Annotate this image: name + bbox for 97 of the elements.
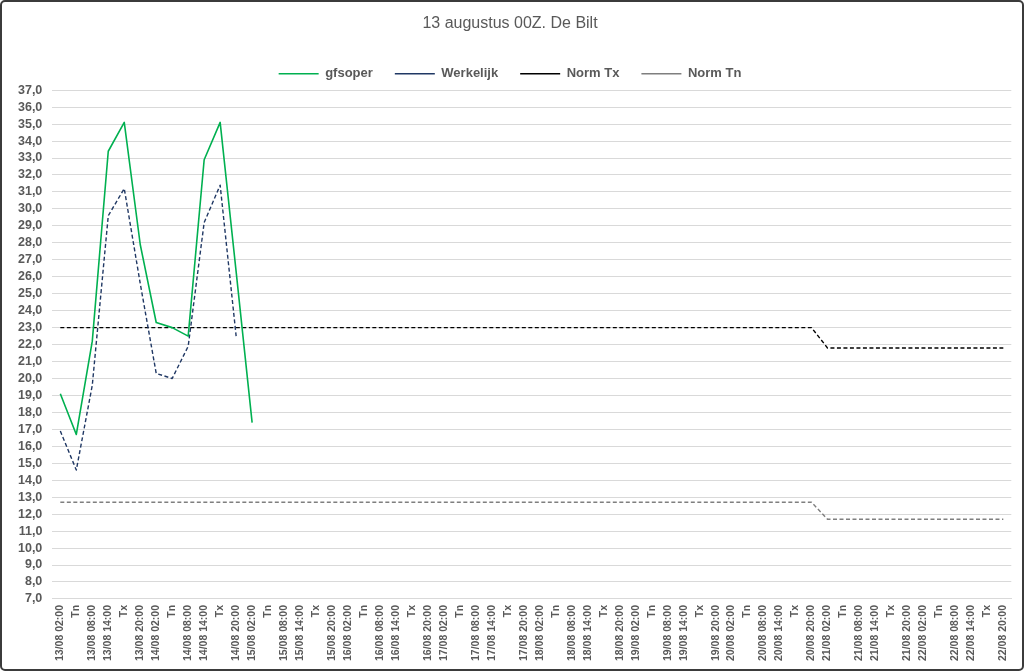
x-tick-label: 19/08 02:00 <box>628 604 641 662</box>
y-tick-label: 18,0 <box>17 404 43 419</box>
x-tick-label: Tn <box>452 604 465 618</box>
x-tick-label: 15/08 20:00 <box>324 604 337 662</box>
y-tick-label: 7,0 <box>24 591 43 606</box>
x-tick-label: 16/08 02:00 <box>340 604 353 662</box>
x-tick-label: Tx <box>788 604 801 618</box>
x-tick-label: 13/08 08:00 <box>85 604 98 662</box>
y-tick-label: 30,0 <box>17 201 43 216</box>
x-tick-label: 21/08 02:00 <box>820 604 833 662</box>
legend-label: Norm Tx <box>566 65 621 81</box>
x-tick-label: 17/08 08:00 <box>468 604 481 662</box>
x-tick-label: 19/08 14:00 <box>676 604 689 662</box>
x-tick-label: Tn <box>69 604 82 618</box>
y-tick-label: 16,0 <box>17 438 43 453</box>
y-tick-label: 11,0 <box>18 523 43 538</box>
x-tick-label: 22/08 02:00 <box>916 604 929 662</box>
x-tick-label: Tn <box>932 604 945 618</box>
legend-label: gfsoper <box>325 65 373 81</box>
x-tick-label: 16/08 14:00 <box>388 604 401 662</box>
y-tick-label: 15,0 <box>17 455 43 470</box>
x-tick-label: 17/08 02:00 <box>436 604 449 662</box>
y-tick-label: 31,0 <box>17 184 43 199</box>
y-tick-label: 14,0 <box>17 472 43 487</box>
x-tick-label: 15/08 14:00 <box>292 604 305 662</box>
x-tick-label: 19/08 08:00 <box>660 604 673 662</box>
x-tick-label: 21/08 14:00 <box>868 604 881 662</box>
y-tick-label: 23,0 <box>17 320 43 335</box>
y-tick-label: 34,0 <box>17 133 43 148</box>
legend-label: Norm Tn <box>687 65 742 81</box>
x-tick-label: Tn <box>356 604 369 618</box>
x-tick-label: Tn <box>740 604 753 618</box>
y-tick-label: 26,0 <box>17 269 43 284</box>
x-tick-label: 19/08 20:00 <box>708 604 721 662</box>
x-tick-label: 20/08 08:00 <box>756 604 769 662</box>
x-tick-label: Tx <box>980 604 993 618</box>
x-tick-label: 16/08 20:00 <box>420 604 433 662</box>
y-tick-label: 17,0 <box>17 421 43 436</box>
x-tick-label: Tx <box>404 604 417 618</box>
x-tick-label: 18/08 20:00 <box>612 604 625 662</box>
x-tick-label: Tn <box>165 604 178 618</box>
y-tick-label: 28,0 <box>17 235 43 250</box>
y-tick-label: 33,0 <box>17 150 43 165</box>
x-tick-label: 20/08 02:00 <box>724 604 737 662</box>
x-tick-label: 20/08 20:00 <box>804 604 817 662</box>
y-tick-label: 22,0 <box>17 337 43 352</box>
x-tick-label: 13/08 02:00 <box>53 604 66 662</box>
y-tick-label: 35,0 <box>17 116 43 131</box>
y-tick-label: 20,0 <box>17 370 43 385</box>
x-tick-label: 22/08 20:00 <box>996 604 1009 662</box>
y-tick-label: 10,0 <box>17 540 43 555</box>
x-tick-label: 15/08 08:00 <box>276 604 289 662</box>
x-tick-label: 18/08 08:00 <box>564 604 577 662</box>
x-tick-label: Tx <box>213 604 226 618</box>
y-tick-label: 8,0 <box>24 574 43 589</box>
x-tick-label: 15/08 02:00 <box>245 604 258 662</box>
x-tick-label: Tx <box>500 604 513 618</box>
y-tick-label: 9,0 <box>24 557 43 572</box>
x-tick-label: 18/08 02:00 <box>532 604 545 662</box>
x-tick-label: 18/08 14:00 <box>580 604 593 662</box>
x-tick-label: Tn <box>548 604 561 618</box>
x-tick-label: Tn <box>260 604 273 618</box>
x-tick-label: 21/08 08:00 <box>852 604 865 662</box>
y-tick-label: 32,0 <box>17 167 43 182</box>
line-series <box>59 184 237 471</box>
chart-title: 13 augustus 00Z. De Bilt <box>422 14 599 32</box>
y-tick-label: 24,0 <box>17 303 43 318</box>
x-tick-label: 20/08 14:00 <box>772 604 785 662</box>
x-tick-label: Tx <box>308 604 321 618</box>
x-tick-label: Tx <box>884 604 897 618</box>
x-tick-label: Tx <box>117 604 130 618</box>
x-tick-label: 17/08 14:00 <box>484 604 497 662</box>
x-tick-label: Tn <box>836 604 849 618</box>
x-tick-label: Tx <box>692 604 705 618</box>
x-tick-label: Tn <box>644 604 657 618</box>
x-tick-label: 16/08 08:00 <box>372 604 385 662</box>
y-tick-label: 12,0 <box>17 506 43 521</box>
y-tick-label: 37,0 <box>17 82 43 97</box>
x-tick-label: 17/08 20:00 <box>516 604 529 662</box>
y-tick-label: 19,0 <box>17 387 43 402</box>
y-tick-label: 13,0 <box>17 489 43 504</box>
y-tick-label: 21,0 <box>17 353 43 368</box>
x-tick-label: 22/08 14:00 <box>964 604 977 662</box>
x-tick-label: 14/08 08:00 <box>181 604 194 662</box>
x-tick-label: 14/08 20:00 <box>229 604 242 662</box>
legend-label: Werkelijk <box>441 65 499 81</box>
x-tick-label: Tx <box>596 604 609 618</box>
y-tick-label: 27,0 <box>17 252 43 267</box>
y-tick-label: 29,0 <box>17 218 43 233</box>
y-tick-label: 36,0 <box>17 99 43 114</box>
x-tick-label: 13/08 20:00 <box>133 604 146 662</box>
x-tick-label: 22/08 08:00 <box>948 604 961 662</box>
x-tick-label: 14/08 14:00 <box>197 604 210 662</box>
x-tick-label: 13/08 14:00 <box>101 604 114 662</box>
x-tick-label: 14/08 02:00 <box>149 604 162 662</box>
x-tick-label: 21/08 20:00 <box>900 604 913 662</box>
y-tick-label: 25,0 <box>17 286 43 301</box>
